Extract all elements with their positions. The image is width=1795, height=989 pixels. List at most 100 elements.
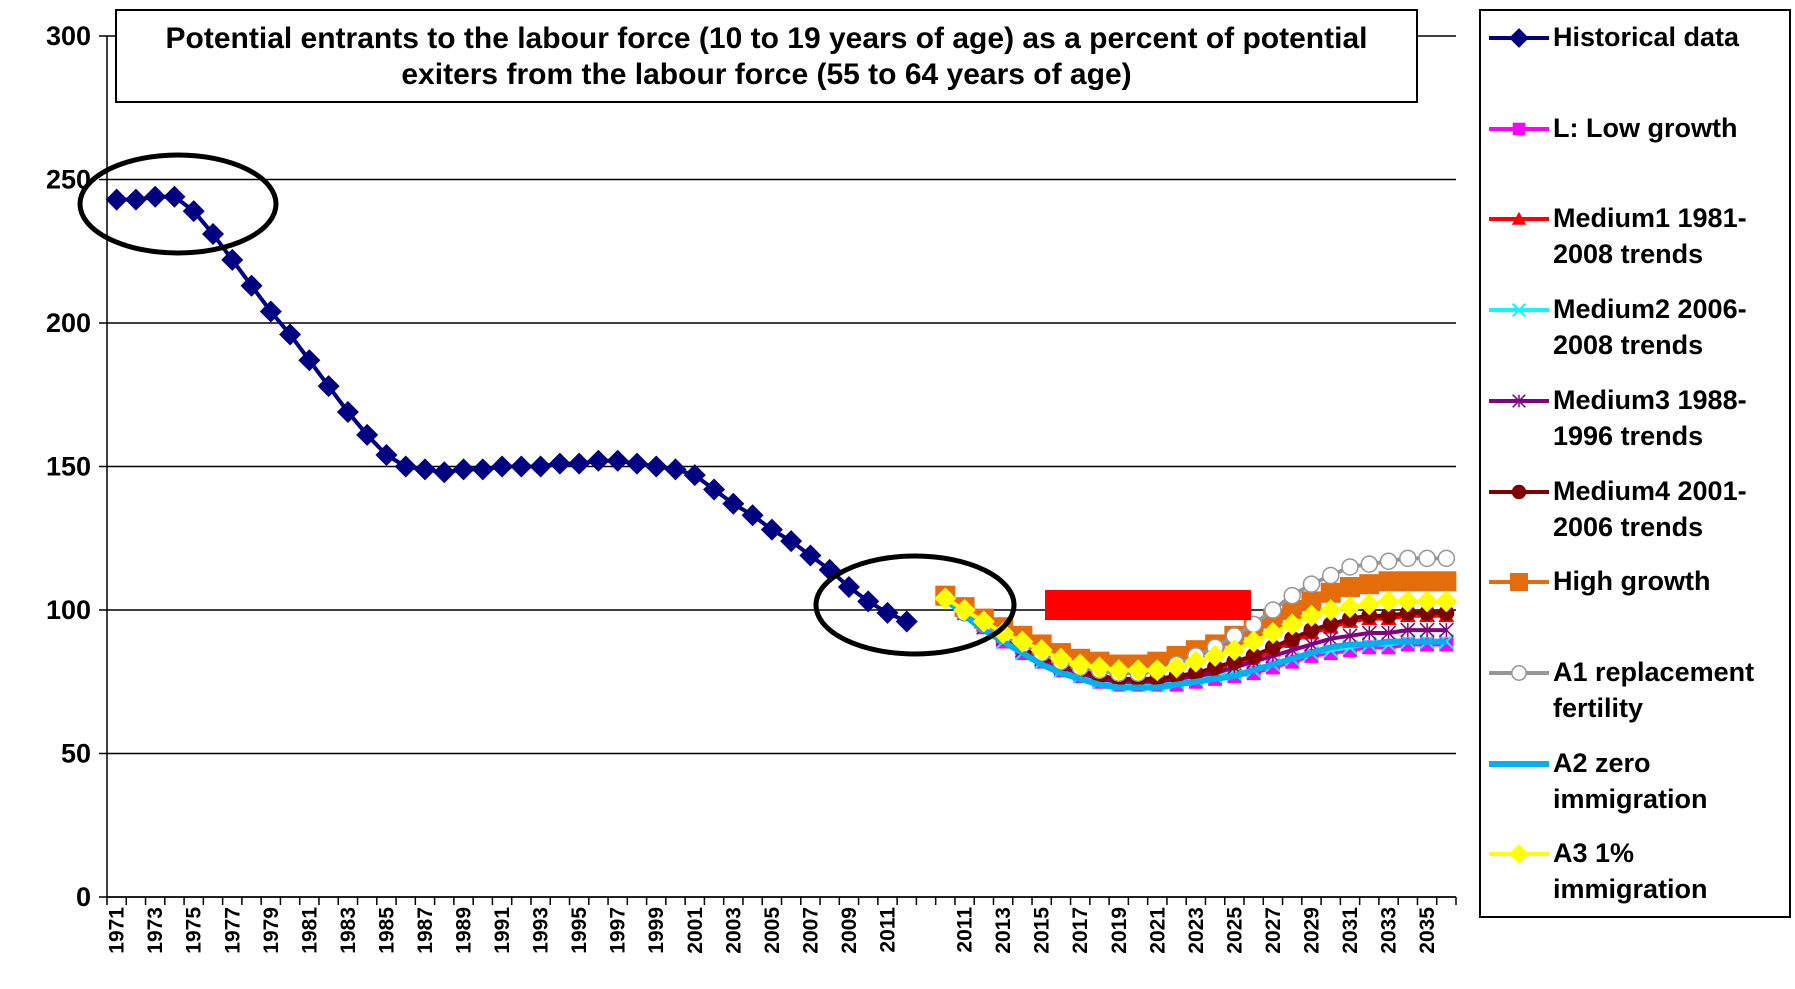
marker (780, 530, 803, 553)
marker (1342, 610, 1359, 627)
legend-label: Historical data (1553, 22, 1740, 52)
y-tick-label: 200 (46, 308, 91, 338)
legend-swatch (1489, 664, 1549, 681)
chart-title: Potential entrants to the labour force (… (115, 9, 1418, 103)
marker (934, 587, 957, 610)
marker (1511, 303, 1527, 318)
marker (1379, 552, 1398, 570)
marker (1301, 591, 1322, 612)
marker (1361, 607, 1378, 624)
marker (279, 323, 302, 346)
marker (1049, 647, 1072, 670)
x-tick-label: 1979 (260, 907, 283, 954)
marker (1399, 549, 1417, 568)
x-tick-label: 1991 (491, 907, 514, 954)
marker (1204, 644, 1227, 667)
x-tick-label: 2007 (799, 907, 822, 954)
marker (1264, 601, 1282, 619)
marker (1107, 659, 1130, 682)
marker (1261, 621, 1284, 644)
marker (1397, 571, 1418, 592)
legend-swatch (1489, 844, 1549, 865)
x-tick-label: 2027 (1262, 907, 1285, 954)
marker (1435, 590, 1458, 613)
marker (163, 185, 186, 208)
marker (1284, 630, 1301, 647)
marker (1418, 549, 1436, 568)
marker (625, 452, 648, 475)
marker (221, 248, 244, 271)
x-tick-label: 1995 (568, 907, 591, 954)
legend-entry: Medium4 2001-2006 trends (1487, 473, 1787, 553)
marker (1419, 622, 1435, 638)
marker (568, 452, 591, 475)
x-tick-label: 2003 (722, 907, 745, 954)
marker (1340, 577, 1361, 598)
legend-entry: L: Low growth (1487, 110, 1787, 190)
marker (1512, 393, 1526, 408)
marker (1509, 28, 1529, 48)
marker (1127, 659, 1150, 682)
legend-entry: A1 replacement fertility (1487, 654, 1787, 734)
marker (1361, 625, 1377, 641)
marker (1245, 647, 1262, 664)
marker (1438, 604, 1455, 621)
marker (413, 458, 436, 481)
marker (105, 188, 128, 211)
x-tick-label: 2021 (1146, 907, 1169, 954)
marker (1226, 653, 1243, 670)
marker (1381, 625, 1397, 641)
marker (1322, 616, 1339, 633)
marker (799, 544, 822, 567)
marker (587, 449, 610, 472)
x-tick-label: 2015 (1031, 907, 1054, 954)
marker (491, 455, 514, 478)
legend-label: L: Low growth (1553, 112, 1738, 143)
legend-swatch (1489, 393, 1549, 408)
x-tick-label: 2019 (1108, 907, 1131, 954)
marker (606, 449, 629, 472)
marker (1377, 590, 1400, 613)
marker (683, 464, 706, 487)
marker (1207, 659, 1224, 676)
marker (1281, 613, 1304, 636)
marker (1323, 631, 1339, 647)
marker (510, 455, 533, 478)
x-tick-label: 1989 (453, 907, 476, 954)
marker (182, 200, 205, 223)
x-tick-label: 1983 (337, 907, 360, 954)
marker (1509, 844, 1529, 865)
legend-swatch (1489, 122, 1549, 135)
y-tick-label: 150 (46, 452, 91, 482)
x-tick-label: 1999 (645, 907, 668, 954)
marker (1436, 571, 1457, 592)
marker (298, 349, 321, 372)
x-tick-label: 2017 (1069, 907, 1092, 954)
x-tick-label: 1981 (298, 907, 321, 954)
x-tick-label: 2029 (1300, 907, 1323, 954)
legend-label: A3 1% immigration (1553, 838, 1708, 905)
legend-label: A2 zero immigration (1553, 747, 1708, 814)
marker (1282, 600, 1303, 620)
marker (144, 185, 167, 208)
marker (1341, 558, 1359, 576)
marker (1184, 650, 1207, 673)
series-markers (105, 185, 918, 633)
marker (1511, 212, 1527, 226)
marker (741, 504, 764, 527)
marker (1417, 571, 1438, 592)
marker (1342, 628, 1358, 644)
marker (837, 576, 860, 599)
x-tick-label: 1997 (607, 907, 630, 954)
x-tick-label: 2011 (954, 907, 977, 953)
marker (1360, 555, 1379, 573)
marker (471, 458, 494, 481)
legend-swatch (1489, 760, 1549, 767)
marker (1512, 122, 1526, 135)
marker (1319, 599, 1342, 621)
legend-label: High growth (1553, 566, 1711, 597)
marker (992, 621, 1015, 644)
marker (1187, 665, 1204, 682)
marker (1400, 622, 1416, 638)
